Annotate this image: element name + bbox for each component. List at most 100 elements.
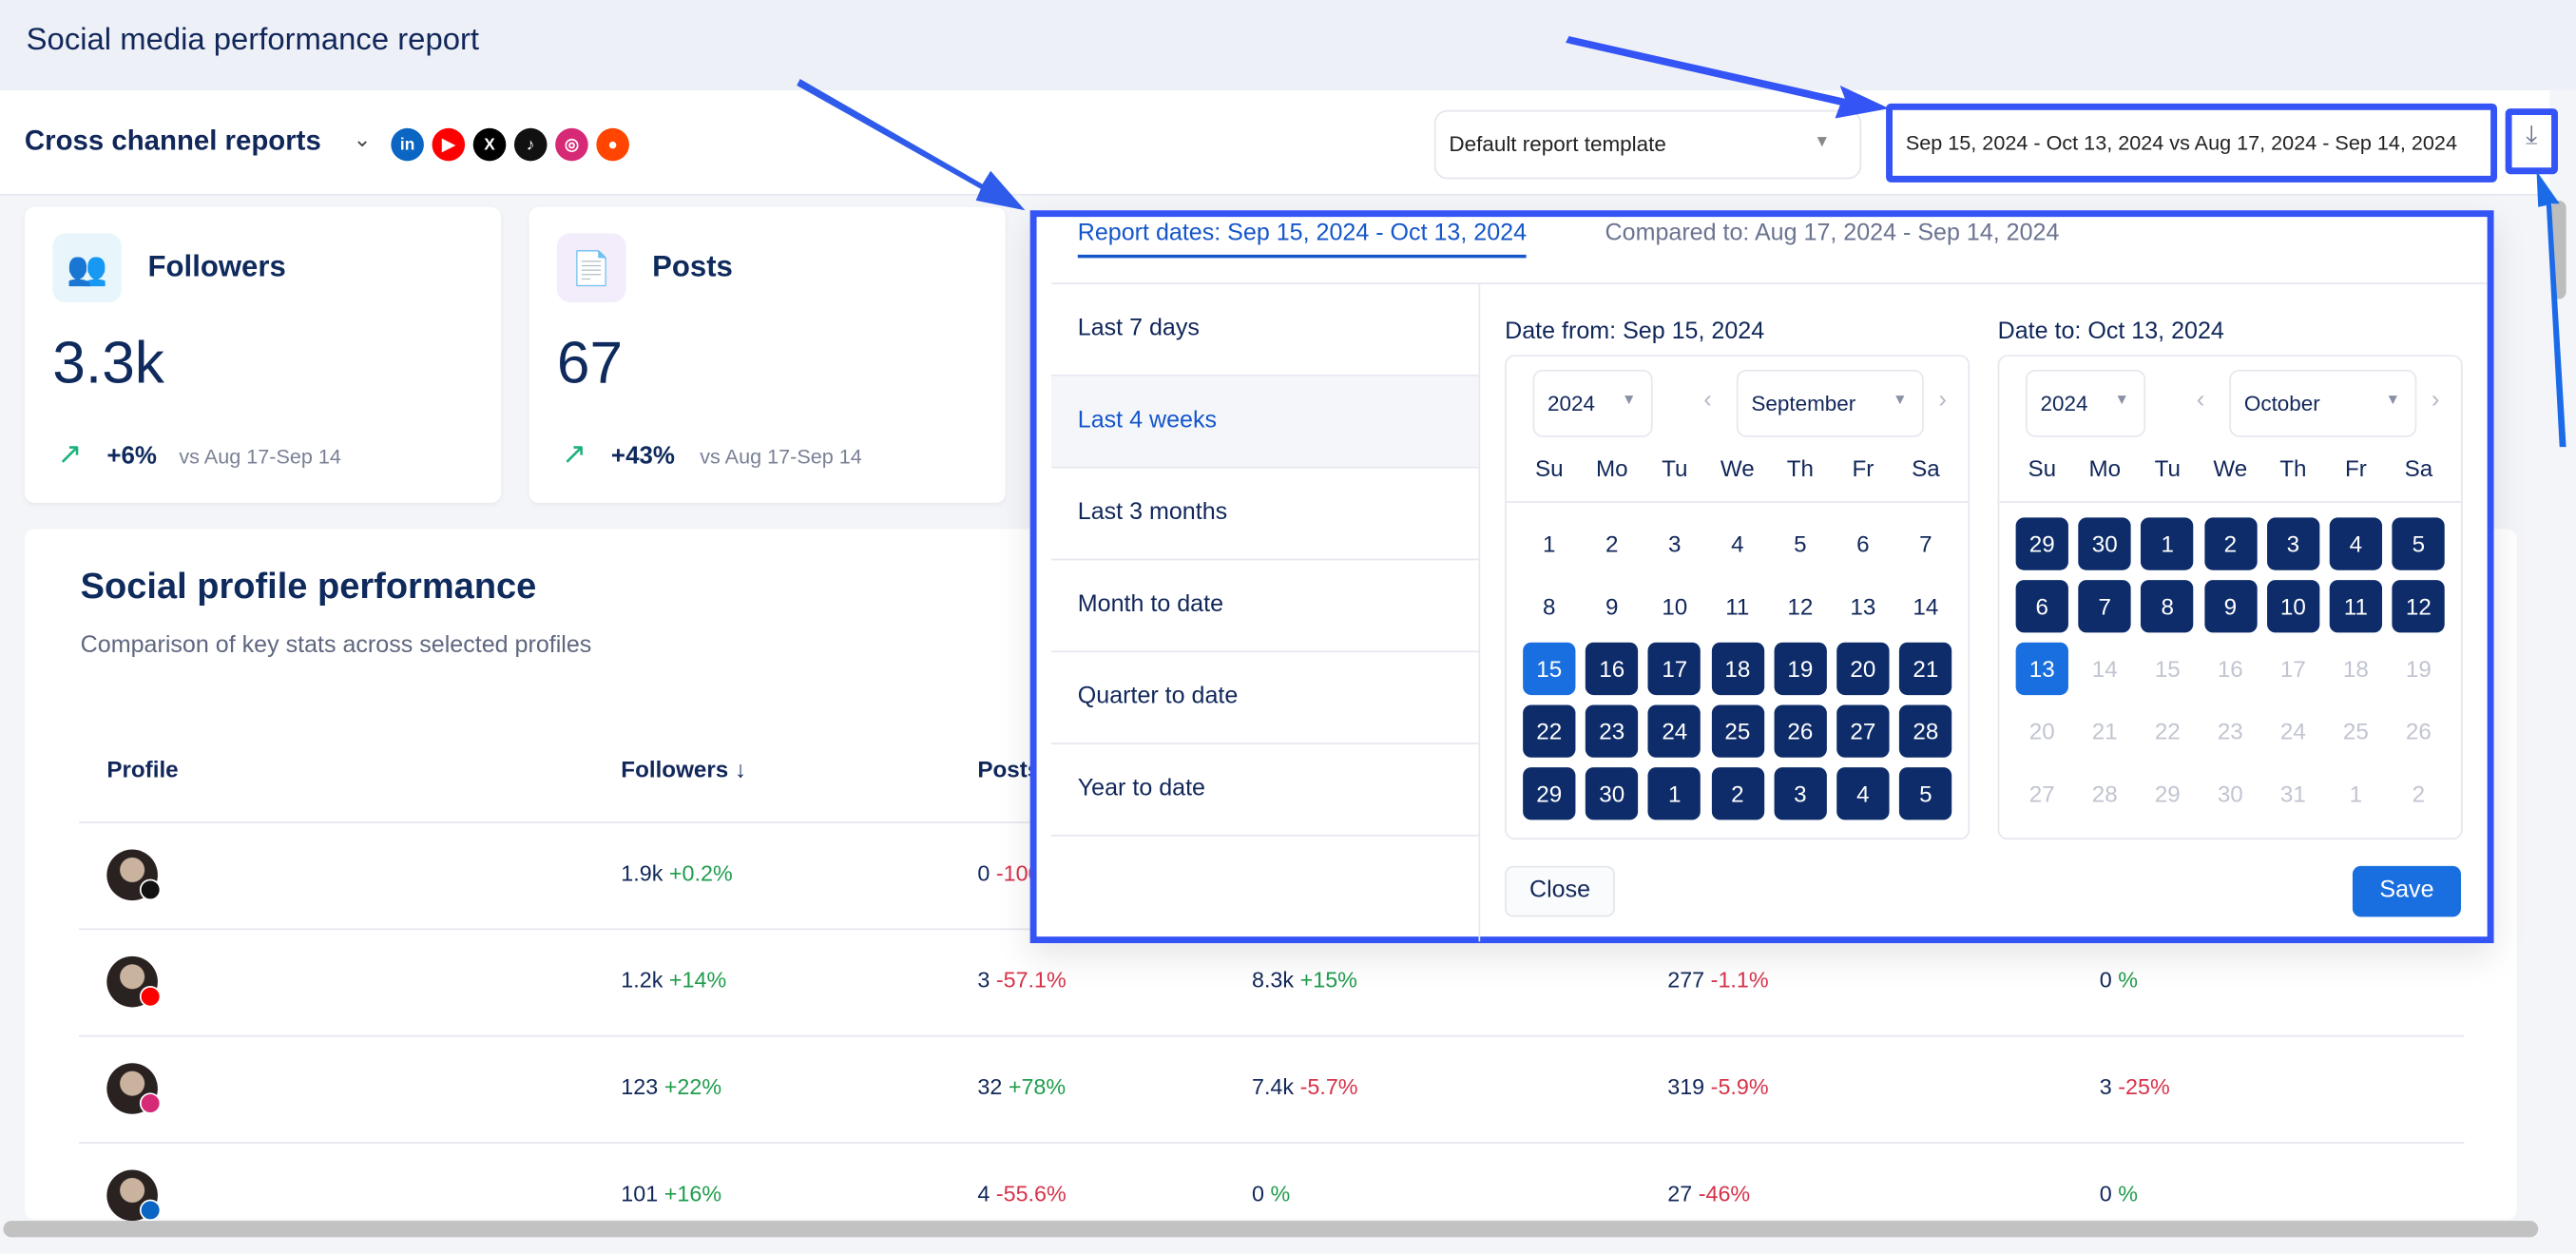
- calendar-day[interactable]: 15: [2154, 655, 2181, 683]
- calendar-day[interactable]: 13: [2015, 642, 2068, 696]
- calendar-day[interactable]: 30: [1586, 767, 1639, 820]
- calendar-day[interactable]: 29: [2015, 517, 2068, 570]
- calendar-day[interactable]: 2: [2412, 780, 2426, 807]
- calendar-day[interactable]: 6: [1856, 531, 1870, 557]
- month-select[interactable]: October ▼: [2229, 369, 2417, 437]
- calendar-day[interactable]: 11: [1725, 592, 1750, 620]
- preset-last-7-days[interactable]: Last 7 days: [1051, 284, 1479, 376]
- date-range-button[interactable]: Sep 15, 2024 - Oct 13, 2024 vs Aug 17, 2…: [1886, 103, 2498, 183]
- calendar-day[interactable]: 23: [2217, 718, 2243, 744]
- preset-year-to-date[interactable]: Year to date: [1051, 744, 1479, 837]
- calendar-day[interactable]: 5: [1899, 767, 1952, 820]
- calendar-day[interactable]: 16: [2217, 655, 2243, 683]
- calendar-day[interactable]: 3: [2266, 517, 2320, 570]
- calendar-day[interactable]: 18: [1711, 642, 1764, 696]
- calendar-day[interactable]: 3: [1774, 767, 1827, 820]
- calendar-day[interactable]: 14: [1913, 592, 1939, 620]
- table-row[interactable]: 1.2k +14% 3 -57.1% 8.3k +15% 277 -1.1% 0 %: [78, 928, 2465, 1034]
- calendar-day[interactable]: 26: [1774, 704, 1827, 758]
- calendar-day[interactable]: 16: [1586, 642, 1639, 696]
- preset-quarter-to-date[interactable]: Quarter to date: [1051, 652, 1479, 744]
- calendar-day[interactable]: 27: [1836, 704, 1890, 758]
- calendar-day[interactable]: 10: [1662, 592, 1688, 620]
- calendar-day[interactable]: 24: [1648, 704, 1701, 758]
- calendar-day[interactable]: 20: [2028, 718, 2055, 744]
- save-button[interactable]: Save: [2352, 865, 2461, 917]
- calendar-day[interactable]: 13: [1850, 592, 1876, 620]
- calendar-day[interactable]: 6: [2015, 580, 2068, 633]
- horizontal-scrollbar[interactable]: [3, 1221, 2539, 1238]
- calendar-day[interactable]: 12: [2392, 580, 2446, 633]
- calendar-day[interactable]: 17: [2279, 655, 2306, 683]
- chevron-left-icon[interactable]: ‹: [2196, 386, 2205, 415]
- calendar-day[interactable]: 9: [1605, 592, 1619, 620]
- chevron-right-icon[interactable]: ›: [1938, 386, 1948, 415]
- calendar-day[interactable]: 8: [1543, 592, 1556, 620]
- preset-month-to-date[interactable]: Month to date: [1051, 560, 1479, 653]
- calendar-day[interactable]: 2: [1605, 531, 1619, 557]
- table-row[interactable]: 123 +22% 32 +78% 7.4k -5.7% 319 -5.9% 3 -25%: [78, 1034, 2465, 1142]
- calendar-day[interactable]: 2: [1711, 767, 1764, 820]
- calendar-day[interactable]: 22: [1523, 704, 1576, 758]
- year-select[interactable]: 2024 ▼: [2025, 369, 2146, 437]
- calendar-day[interactable]: 30: [2217, 780, 2243, 807]
- calendar-day[interactable]: 3: [1668, 531, 1682, 557]
- calendar-day[interactable]: 21: [2091, 718, 2118, 744]
- calendar-day[interactable]: 25: [2342, 718, 2369, 744]
- calendar-day[interactable]: 19: [2405, 655, 2432, 683]
- calendar-day[interactable]: 12: [1787, 592, 1814, 620]
- preset-last-4-weeks[interactable]: Last 4 weeks: [1051, 376, 1479, 469]
- calendar-day[interactable]: 1: [1543, 531, 1556, 557]
- calendar-day[interactable]: 24: [2279, 718, 2306, 744]
- calendar-day[interactable]: 28: [2091, 780, 2118, 807]
- chevron-down-icon[interactable]: ⌄: [353, 126, 372, 152]
- calendar-day[interactable]: 28: [1899, 704, 1952, 758]
- vertical-scrollbar[interactable]: [2551, 200, 2566, 299]
- template-select[interactable]: Default report template ▼: [1433, 109, 1862, 180]
- column-header-posts[interactable]: Posts: [977, 756, 1041, 782]
- calendar-day[interactable]: 22: [2154, 718, 2181, 744]
- calendar-day[interactable]: 4: [2329, 517, 2383, 570]
- calendar-day[interactable]: 26: [2405, 718, 2432, 744]
- column-header-followers[interactable]: Followers ↓: [621, 756, 747, 782]
- calendar-day[interactable]: 14: [2091, 655, 2118, 683]
- calendar-day[interactable]: 11: [2329, 580, 2383, 633]
- table-row[interactable]: 101 +16% 4 -55.6% 0 % 27 -46% 0 %: [78, 1142, 2465, 1248]
- calendar-day[interactable]: 5: [1794, 531, 1807, 557]
- calendar-day[interactable]: 9: [2203, 580, 2257, 633]
- tab-report-dates[interactable]: Report dates: Sep 15, 2024 - Oct 13, 202…: [1077, 221, 1528, 259]
- calendar-day[interactable]: 5: [2392, 517, 2446, 570]
- calendar-day[interactable]: 29: [1523, 767, 1576, 820]
- calendar-day[interactable]: 7: [1919, 531, 1932, 557]
- tab-compared-to[interactable]: Compared to: Aug 17, 2024 - Sep 14, 2024: [1605, 220, 2060, 247]
- calendar-day[interactable]: 4: [1731, 531, 1744, 557]
- chevron-right-icon[interactable]: ›: [2431, 386, 2440, 415]
- calendar-day[interactable]: 8: [2141, 580, 2194, 633]
- column-header-profile[interactable]: Profile: [106, 756, 179, 782]
- calendar-day[interactable]: 30: [2078, 517, 2131, 570]
- calendar-day[interactable]: 18: [2342, 655, 2369, 683]
- calendar-day[interactable]: 21: [1899, 642, 1952, 696]
- year-select[interactable]: 2024 ▼: [1532, 369, 1653, 437]
- calendar-day[interactable]: 4: [1836, 767, 1890, 820]
- calendar-day[interactable]: 1: [1648, 767, 1701, 820]
- calendar-day[interactable]: 20: [1836, 642, 1890, 696]
- calendar-day[interactable]: 19: [1774, 642, 1827, 696]
- calendar-day[interactable]: 7: [2078, 580, 2131, 633]
- calendar-day[interactable]: 1: [2349, 780, 2363, 807]
- calendar-day[interactable]: 31: [2279, 780, 2306, 807]
- calendar-day[interactable]: 27: [2028, 780, 2055, 807]
- report-selector[interactable]: Cross channel reports: [24, 125, 321, 157]
- calendar-day[interactable]: 15: [1523, 642, 1576, 696]
- calendar-day[interactable]: 25: [1711, 704, 1764, 758]
- calendar-day[interactable]: 10: [2266, 580, 2320, 633]
- close-button[interactable]: Close: [1505, 865, 1615, 917]
- calendar-day[interactable]: 29: [2154, 780, 2181, 807]
- month-select[interactable]: September ▼: [1736, 369, 1924, 437]
- download-icon[interactable]: ⤓: [2505, 108, 2558, 175]
- preset-last-3-months[interactable]: Last 3 months: [1051, 469, 1479, 561]
- calendar-day[interactable]: 17: [1648, 642, 1701, 696]
- calendar-day[interactable]: 1: [2141, 517, 2194, 570]
- calendar-day[interactable]: 23: [1586, 704, 1639, 758]
- calendar-day[interactable]: 2: [2203, 517, 2257, 570]
